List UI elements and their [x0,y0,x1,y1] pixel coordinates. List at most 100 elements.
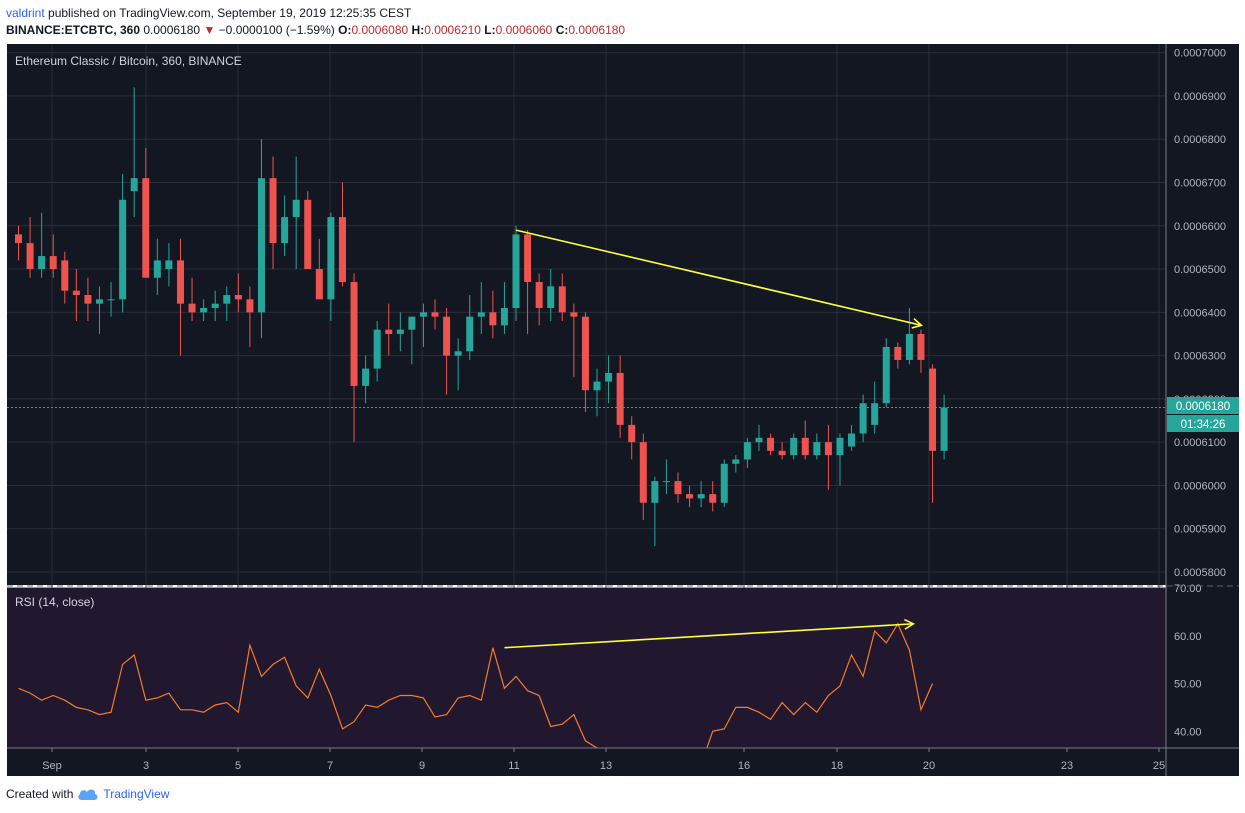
main-pane-title: Ethereum Classic / Bitcoin, 360, BINANCE [15,54,242,68]
rsi-tick-label: 50.00 [1174,679,1202,691]
time-tick-label: 3 [143,760,149,772]
time-tick-label: 5 [235,760,241,772]
author-link[interactable]: valdrint [6,6,45,20]
candle-body [188,303,196,313]
candle-body [848,433,856,447]
candle-body [200,308,208,313]
candle-body [327,217,335,300]
rsi-tick-label: 40.00 [1174,726,1202,738]
candle-body [454,351,462,356]
candle-body [26,243,34,270]
footer: Created with TradingView [6,787,169,801]
candle-body [871,403,879,425]
time-tick-label: 13 [600,760,612,772]
price-tick-label: 0.0006100 [1174,437,1226,449]
price-tick-label: 0.0007000 [1174,48,1226,60]
price-axis-background [1166,44,1239,748]
rsi-divergence-arrow [504,623,914,649]
time-tick-label: 25 [1153,760,1165,772]
candle-body [95,299,103,304]
price-divergence-arrow [515,229,922,327]
candle-body [929,368,937,451]
candle-body [304,199,312,270]
candle-body [61,260,69,291]
candle-body [165,260,173,270]
candle-body [836,437,844,456]
created-with-label: Created with [6,787,74,801]
time-tick-label: 9 [419,760,425,772]
candle-body [466,316,474,352]
change-value: −0.0000100 (−1.59%) [218,23,335,37]
candle-body [581,316,589,391]
candle-body [674,481,682,495]
candle-body [535,282,543,309]
candle-body [223,295,231,304]
time-tick-label: 18 [831,760,843,772]
candle-body [292,199,300,218]
open-value: 0.0006080 [351,23,409,37]
candle-body [894,346,902,360]
candle-body [570,312,578,317]
candle-body [396,329,404,334]
time-axis-background [7,748,1239,776]
candle-body [686,494,694,499]
candle-body [477,312,485,317]
candle-body [500,308,508,326]
candle-body [824,442,832,456]
price-value: 0.0006180 [143,23,201,37]
tradingview-brand-link[interactable]: TradingView [103,787,170,801]
time-tick-label: 7 [327,760,333,772]
candle-body [385,329,393,334]
low-value: 0.0006060 [495,23,553,37]
candle-body [512,234,520,309]
candle-body [605,372,613,382]
candle-body [315,269,323,300]
candles [15,87,948,547]
time-tick-label: 16 [738,760,750,772]
tradingview-cloud-icon [78,789,98,800]
candle-body [639,442,647,503]
candle-body [905,333,913,360]
candle-body [489,312,497,326]
candle-body [547,286,555,309]
candle-body [362,368,370,386]
rsi-tick-label: 70.00 [1174,583,1202,595]
candle-body [281,217,289,244]
candle-body [49,256,57,270]
candle-body [443,316,451,356]
candle-body [790,437,798,456]
time-tick-label: Sep [42,760,62,772]
down-triangle-icon: ▼ [203,23,216,37]
candle-body [882,346,890,404]
candle-body [257,178,265,313]
rsi-band [7,588,1166,748]
candle-body [767,437,775,451]
price-tick-label: 0.0006600 [1174,221,1226,233]
price-divergence-arrow-head [911,318,924,329]
candle-body [246,299,254,313]
candle-body [130,178,138,192]
rsi-pane-title: RSI (14, close) [15,595,94,609]
close-label: C: [555,23,569,37]
candle-body [709,494,717,503]
candle-body [940,407,948,451]
candle-body [15,234,22,244]
candle-body [743,442,751,460]
candle-body [558,286,566,313]
candle-body [153,260,161,278]
candle-body [662,481,670,483]
candle-body [38,256,46,270]
price-tag-value: 0.0006180 [1176,401,1230,413]
candle-body [593,381,601,391]
countdown-tag [1167,415,1239,432]
high-label: H: [411,23,425,37]
candle-body [651,481,659,503]
candle-body [616,372,624,425]
price-tag [1167,397,1239,414]
price-tick-label: 0.0006000 [1174,480,1226,492]
time-tick-label: 23 [1061,760,1073,772]
high-value: 0.0006210 [424,23,481,37]
ohlc-bar: BINANCE:ETCBTC, 360 0.0006180 ▼ −0.00001… [6,21,625,39]
candle-body [801,437,809,456]
